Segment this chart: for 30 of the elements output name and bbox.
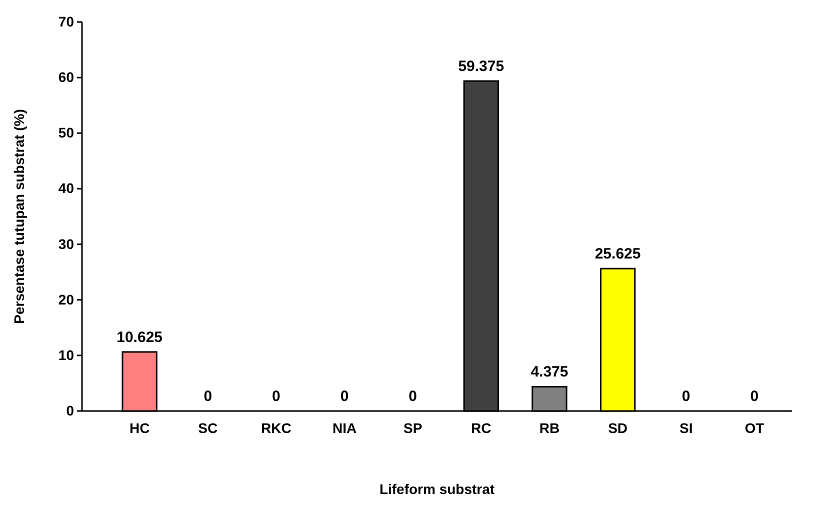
y-tick-label: 10: [58, 346, 74, 363]
x-tick-label: SC: [198, 420, 218, 436]
data-label: 0: [204, 388, 212, 405]
y-axis-title: Persentase tutupan substrat (%): [11, 109, 27, 324]
data-label: 0: [682, 388, 690, 405]
y-tick-label: 30: [58, 236, 74, 252]
y-tick-label: 20: [58, 291, 74, 308]
y-tick-label: 0: [66, 402, 74, 418]
data-label: 59.375: [458, 58, 504, 76]
x-axis-title: Lifeform substrat: [379, 481, 495, 497]
x-tick-label: SD: [608, 420, 628, 436]
x-tick-label: HC: [129, 420, 150, 436]
data-label: 10.625: [116, 328, 163, 346]
x-tick-label: SP: [404, 420, 422, 436]
data-label: 25.625: [594, 246, 641, 263]
y-tick-label: 60: [58, 69, 74, 86]
data-label: 0: [750, 388, 759, 405]
x-tick-label: RKC: [261, 420, 292, 436]
data-label: 0: [408, 388, 418, 405]
data-label: 0: [272, 388, 280, 405]
data-label: 4.375: [530, 364, 568, 381]
data-label: 0: [340, 388, 349, 405]
x-tick-label: NIA: [332, 420, 357, 436]
y-tick-label: 50: [58, 124, 74, 141]
x-tick-label: OT: [744, 420, 765, 436]
x-tick-label: RB: [539, 420, 560, 436]
x-tick-label: RC: [471, 420, 492, 436]
x-tick-label: SI: [679, 420, 693, 436]
y-tick-label: 70: [58, 13, 74, 30]
y-tick-label: 40: [58, 180, 74, 196]
